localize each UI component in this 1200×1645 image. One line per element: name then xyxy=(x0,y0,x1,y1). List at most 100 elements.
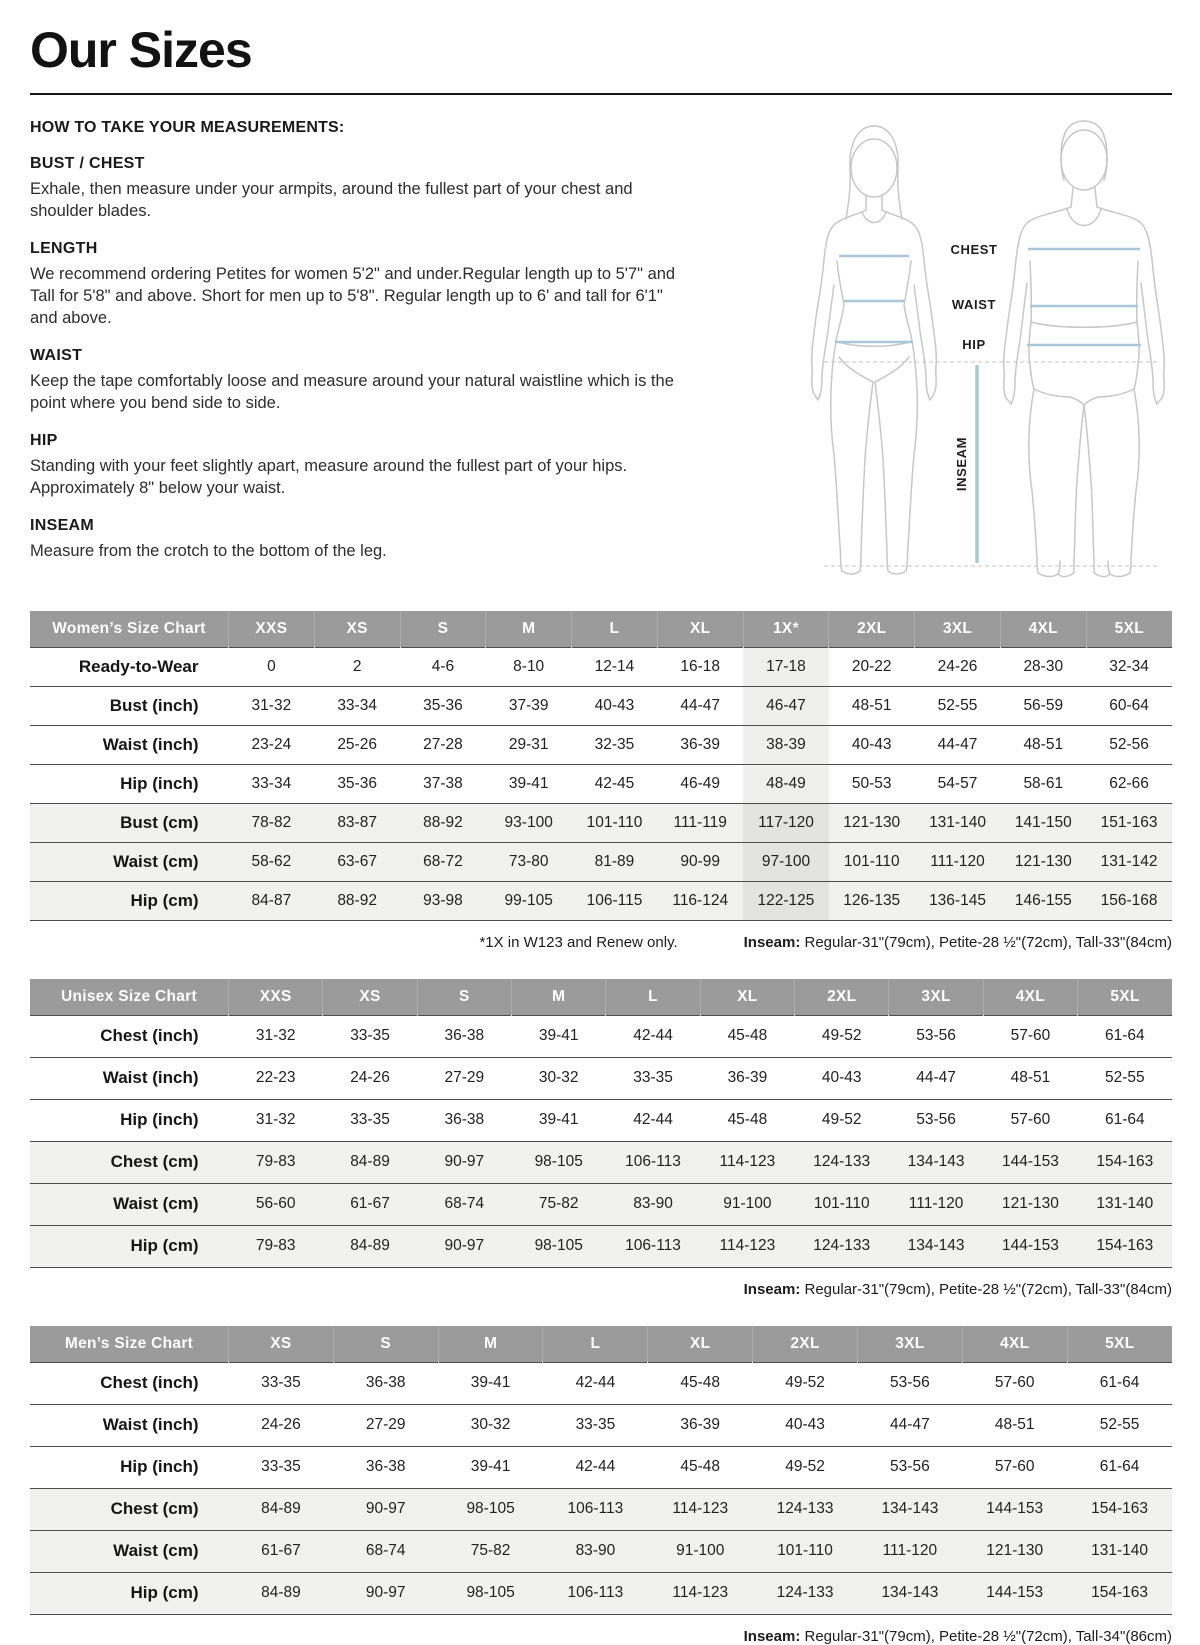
table-cell: 45-48 xyxy=(647,1361,753,1404)
table-cell: 44-47 xyxy=(657,685,744,725)
table-cell: 39-41 xyxy=(438,1361,543,1404)
row-label: Waist (inch) xyxy=(30,1403,229,1446)
table-cell: 156-168 xyxy=(1086,880,1172,921)
table-cell: 49-52 xyxy=(794,1098,889,1141)
table-cell: 83-90 xyxy=(605,1182,701,1225)
row-label: Chest (inch) xyxy=(30,1014,229,1057)
row-label: Waist (cm) xyxy=(30,1529,229,1572)
table-row: Waist (inch) 24-26 27-29 30-32 33-35 36-39 40-… xyxy=(30,1403,1172,1446)
table-cell: 121-130 xyxy=(828,802,915,842)
table-cell: 146-155 xyxy=(1000,880,1087,921)
measurement-instructions: HOW TO TAKE YOUR MEASUREMENTS: BUST / CH… xyxy=(30,119,678,562)
table-cell: 90-99 xyxy=(657,841,744,881)
row-label: Ready-to-Wear xyxy=(30,646,229,686)
table-cell: 154-163 xyxy=(1067,1571,1172,1615)
row-label: Waist (cm) xyxy=(30,1182,229,1225)
row-label: Chest (inch) xyxy=(30,1361,229,1404)
row-label: Chest (cm) xyxy=(30,1140,229,1183)
table-cell: 54-57 xyxy=(914,763,1001,803)
table-row: Hip (cm) 79-83 84-89 90-97 98-105 106-113 114-… xyxy=(30,1224,1172,1268)
table-cell: 30-32 xyxy=(511,1056,606,1099)
one-x-footnote: *1X in W123 and Renew only. xyxy=(479,933,678,951)
row-label: Waist (cm) xyxy=(30,841,229,881)
table-cell: 33-35 xyxy=(605,1056,701,1099)
body-measurement-illustration: CHEST WAIST HIP INSEAM xyxy=(811,119,1165,577)
inseam-footnote-text: Regular-31"(79cm), Petite-28 ½"(72cm), T… xyxy=(800,1280,1172,1298)
column-header: XL xyxy=(699,978,795,1015)
man-figure xyxy=(1003,119,1165,577)
table-cell: 42-44 xyxy=(542,1445,648,1488)
column-header: 3XL xyxy=(856,1325,963,1362)
column-header: 2XL xyxy=(794,978,889,1015)
table-cell: 45-48 xyxy=(700,1014,795,1057)
table-cell: 36-39 xyxy=(700,1056,795,1099)
table-cell: 63-67 xyxy=(314,841,401,881)
table-cell: 50-53 xyxy=(828,763,915,803)
table-cell: 68-72 xyxy=(400,841,486,881)
table-cell: 40-43 xyxy=(828,724,915,764)
table-cell: 16-18 xyxy=(657,646,744,686)
table-cell: 61-64 xyxy=(1067,1445,1172,1488)
table-cell: 12-14 xyxy=(571,646,658,686)
unisex-size-table: Unisex Size Chart XXS XS S M L XL 2XL 3XL 4XL 5XL C… xyxy=(30,978,1172,1268)
table-cell: 38-39 xyxy=(743,724,829,764)
table-cell: 36-38 xyxy=(417,1098,512,1141)
woman-hair xyxy=(845,124,903,220)
table-cell: 134-143 xyxy=(888,1224,984,1268)
section-heading: BUST / CHEST xyxy=(30,154,145,172)
table-cell: 48-51 xyxy=(1000,724,1087,764)
table-cell: 90-97 xyxy=(417,1224,512,1268)
table-row: Waist (inch) 22-23 24-26 27-29 30-32 33-35 36-… xyxy=(30,1056,1172,1099)
table-cell: 53-56 xyxy=(888,1098,984,1141)
intro-section: HOW TO TAKE YOUR MEASUREMENTS: BUST / CH… xyxy=(30,119,1172,583)
table-cell: 37-39 xyxy=(485,685,572,725)
table-cell: 35-36 xyxy=(400,685,486,725)
column-header: 3XL xyxy=(888,978,984,1015)
inseam-footnote: Inseam: Regular-31"(79cm), Petite-28 ½"(… xyxy=(744,1628,1172,1645)
table-cell: 48-51 xyxy=(828,685,915,725)
man-shorts-sides xyxy=(1028,320,1140,390)
table-cell: 131-140 xyxy=(914,802,1001,842)
table-cell: 111-119 xyxy=(657,802,744,842)
table-cell: 101-110 xyxy=(794,1182,889,1225)
title-divider xyxy=(30,92,1172,95)
table-cell: 121-130 xyxy=(962,1529,1068,1572)
table-cell: 36-38 xyxy=(417,1014,512,1057)
column-header: 3XL xyxy=(914,610,1001,647)
table-cell: 131-140 xyxy=(1067,1529,1172,1572)
table-cell: 99-105 xyxy=(485,880,572,921)
table-cell: 61-67 xyxy=(322,1182,418,1225)
table-row: Hip (cm) 84-87 88-92 93-98 99-105 106-115 116-… xyxy=(30,880,1172,921)
table-cell: 33-35 xyxy=(322,1014,418,1057)
man-left-leg xyxy=(1028,387,1085,577)
table-cell: 46-49 xyxy=(657,763,744,803)
table-cell: 84-89 xyxy=(228,1487,334,1530)
table-cell: 49-52 xyxy=(752,1361,858,1404)
table-cell: 29-31 xyxy=(485,724,572,764)
table-cell: 122-125 xyxy=(743,880,829,921)
man-head xyxy=(1060,128,1108,191)
column-header: 2XL xyxy=(752,1325,858,1362)
table-cell: 134-143 xyxy=(888,1140,984,1183)
table-row: Chest (cm) 84-89 90-97 98-105 106-113 114-123… xyxy=(30,1487,1172,1530)
table-cell: 39-41 xyxy=(511,1098,606,1141)
table-title: Unisex Size Chart xyxy=(30,978,229,1015)
table-cell: 106-113 xyxy=(605,1140,701,1183)
column-header: M xyxy=(511,978,606,1015)
table-cell: 106-115 xyxy=(571,880,658,921)
instruction-bust-chest: BUST / CHEST Exhale, then measure under … xyxy=(30,155,678,222)
table-cell: 61-64 xyxy=(1077,1014,1172,1057)
table-header-row: Women’s Size Chart XXS XS S M L XL 1X* 2XL 3XL 4XL… xyxy=(30,610,1172,647)
womens-table-footnote: *1X in W123 and Renew only. Inseam: Regu… xyxy=(30,934,1172,951)
table-cell: 2 xyxy=(314,646,401,686)
woman-torso-right xyxy=(903,259,913,342)
table-cell: 111-120 xyxy=(888,1182,984,1225)
man-right-arm xyxy=(1096,205,1165,405)
table-cell: 33-35 xyxy=(322,1098,418,1141)
table-row: Chest (inch) 33-35 36-38 39-41 42-44 45-48 49-… xyxy=(30,1361,1172,1404)
measurement-lines xyxy=(835,247,1141,563)
table-cell: 24-26 xyxy=(322,1056,418,1099)
table-cell: 42-44 xyxy=(542,1361,648,1404)
table-cell: 33-34 xyxy=(228,763,315,803)
table-cell: 52-55 xyxy=(1067,1403,1172,1446)
